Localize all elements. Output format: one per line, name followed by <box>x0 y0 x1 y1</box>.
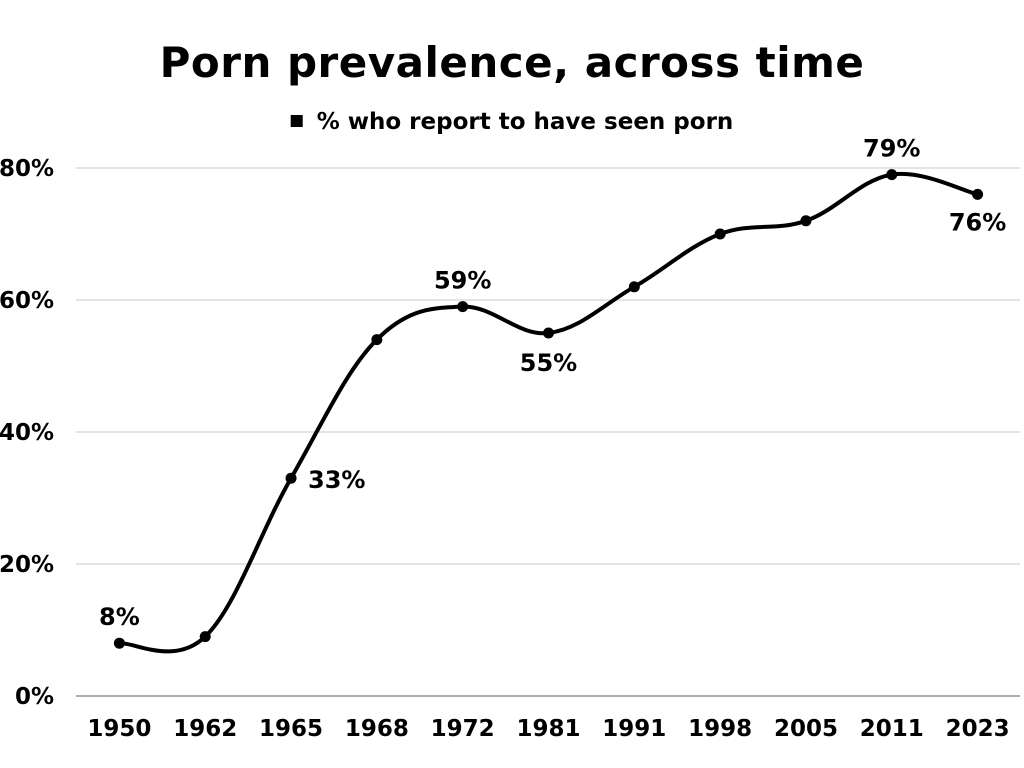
legend: % who report to have seen porn <box>290 109 734 135</box>
axes: 0% 20% 40% 60% 80% 1950 1962 1965 1968 1972 1981 19… <box>0 156 1020 742</box>
data-point <box>113 637 125 649</box>
x-tick-label: 2023 <box>946 716 1010 742</box>
data-point <box>543 327 554 339</box>
data-point <box>972 188 984 200</box>
x-tick-label: 1991 <box>602 716 666 742</box>
data-point <box>886 169 898 181</box>
data-point <box>800 215 812 227</box>
data-point <box>285 472 297 484</box>
y-tick-label: 80% <box>0 156 54 182</box>
data-point <box>457 301 469 313</box>
series-line <box>117 171 980 654</box>
data-point <box>714 228 726 240</box>
y-tick-label: 40% <box>0 420 54 446</box>
x-tick-label: 1950 <box>87 716 151 742</box>
y-tick-label: 0% <box>15 684 54 710</box>
x-tick-label: 1965 <box>259 716 323 742</box>
data-point <box>371 334 383 346</box>
y-tick-label: 60% <box>0 288 54 314</box>
legend-label: % who report to have seen porn <box>317 109 734 135</box>
data-label: 8% <box>99 603 140 631</box>
data-point <box>628 281 640 293</box>
x-tick-label: 1962 <box>173 716 237 742</box>
legend-marker <box>290 115 303 127</box>
x-tick-label: 2005 <box>774 716 838 742</box>
x-tick-label: 2011 <box>860 716 924 742</box>
y-tick-label: 20% <box>0 552 54 578</box>
x-tick-label: 1981 <box>516 716 580 742</box>
series <box>113 169 984 654</box>
data-point <box>199 631 211 643</box>
chart-title: Porn prevalence, across time <box>159 38 865 87</box>
data-label: 33% <box>308 466 365 494</box>
gridlines <box>76 167 1020 565</box>
data-labels: 8% 33% 59% 55% 79% 76% <box>99 135 1006 632</box>
data-label: 59% <box>434 267 491 295</box>
data-label: 76% <box>949 208 1006 236</box>
x-tick-label: 1998 <box>688 716 752 742</box>
data-label: 79% <box>863 135 920 163</box>
x-tick-label: 1972 <box>431 716 495 742</box>
data-label: 55% <box>520 349 577 377</box>
x-tick-label: 1968 <box>345 716 409 742</box>
